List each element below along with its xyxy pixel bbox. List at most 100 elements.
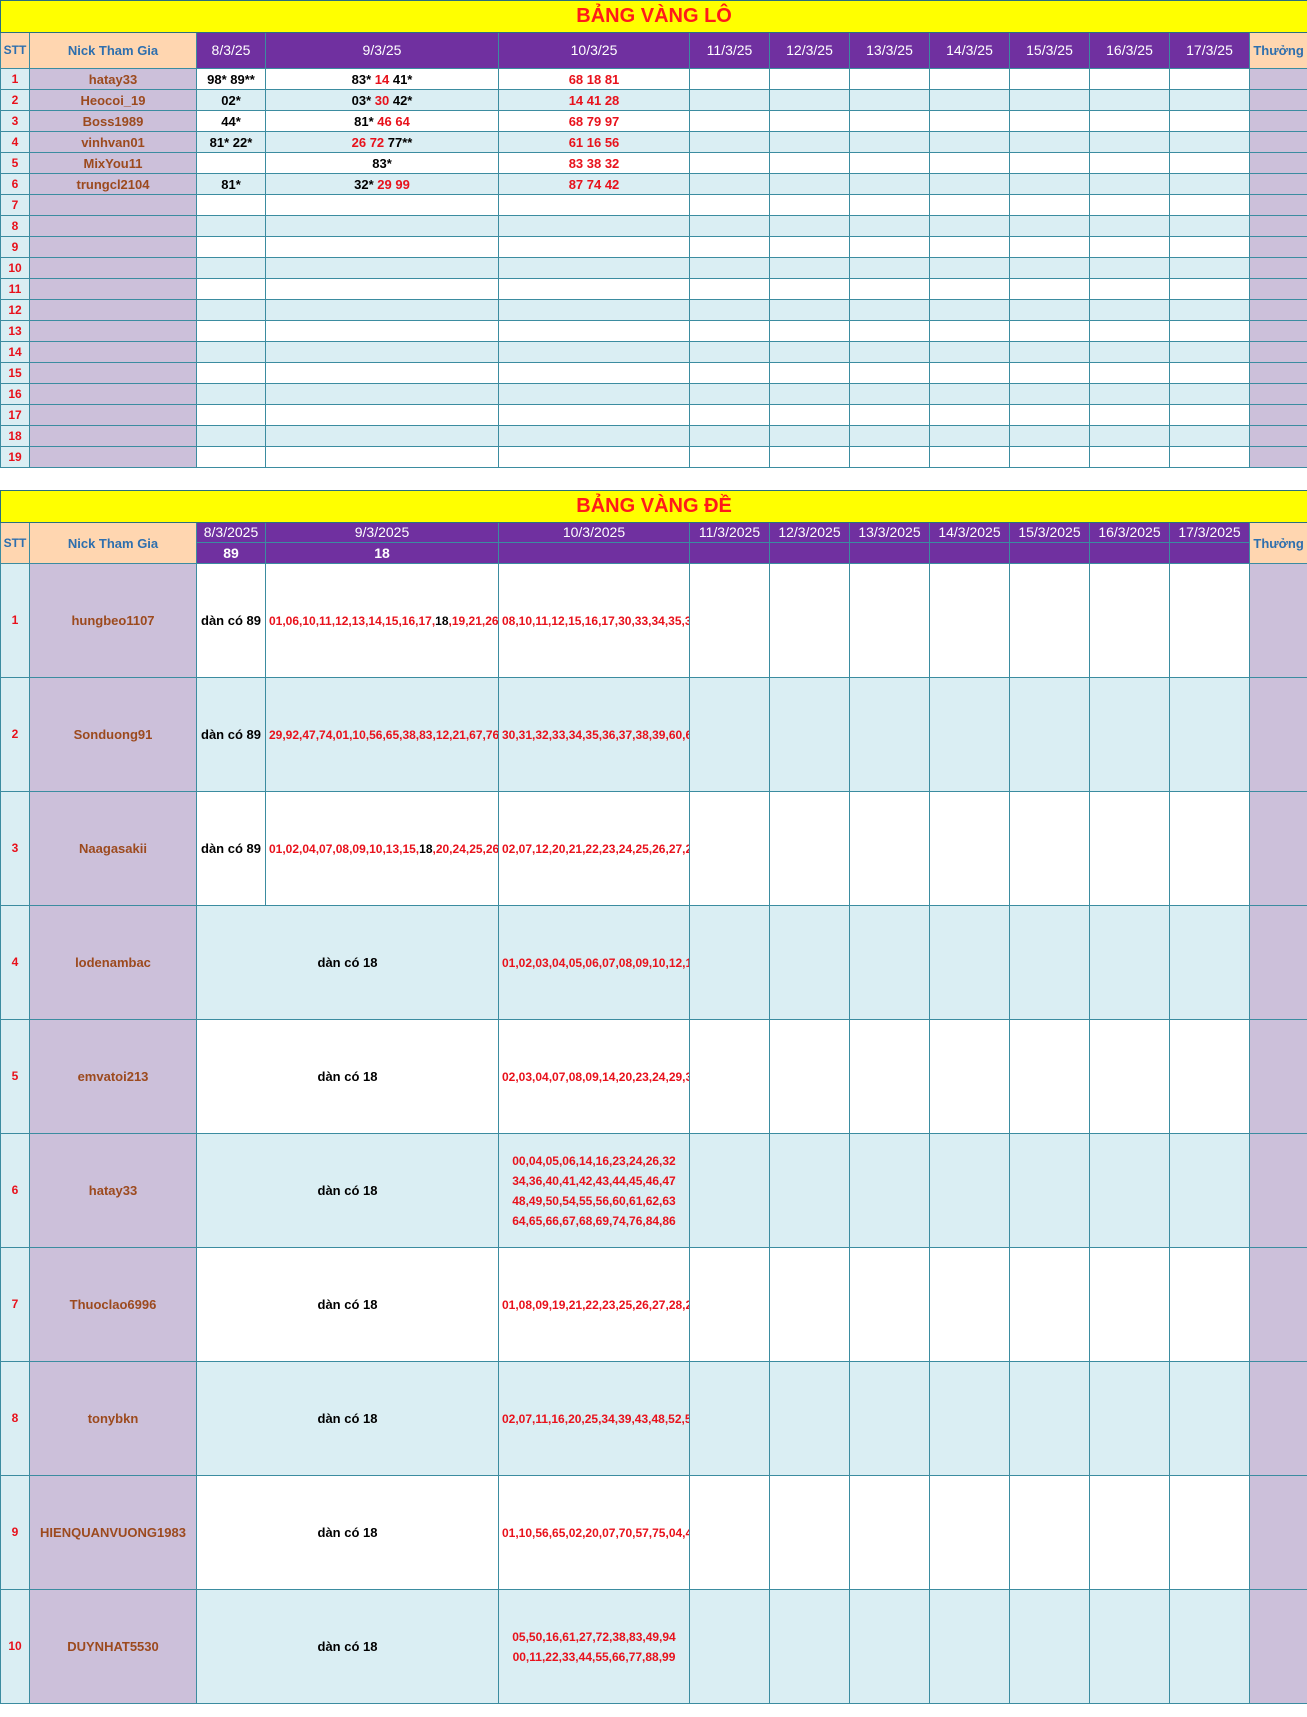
number-fragment: 42* bbox=[392, 92, 413, 108]
entry-cell bbox=[1089, 791, 1170, 906]
nick-cell: MixYou11 bbox=[29, 152, 197, 174]
result-cell bbox=[498, 542, 690, 564]
entry-cell bbox=[849, 563, 930, 678]
entry-cell bbox=[1089, 299, 1170, 321]
nick-cell bbox=[29, 215, 197, 237]
entry-cell bbox=[689, 1475, 770, 1590]
entry-cell bbox=[1169, 1247, 1250, 1362]
number-fragment: 41* bbox=[392, 71, 413, 87]
entry-cell bbox=[769, 152, 850, 174]
number-list-cell: 08,10,11,12,15,16,17,30,33,34,35,38,39,4… bbox=[498, 563, 690, 678]
nick-cell bbox=[29, 446, 197, 468]
entry-cell bbox=[1169, 173, 1250, 195]
entry-cell bbox=[1089, 1475, 1170, 1590]
entry-cell bbox=[196, 404, 266, 426]
entry-cell bbox=[929, 173, 1010, 195]
date-header: 11/3/25 bbox=[689, 32, 770, 69]
number-fragment: 77** bbox=[387, 134, 413, 150]
dan-note-cell: dàn có 89 bbox=[196, 791, 266, 906]
thuong-cell bbox=[1248, 1247, 1307, 1362]
entry-cell bbox=[929, 1247, 1010, 1362]
entry-cell bbox=[1009, 425, 1090, 447]
table-row: 19 bbox=[0, 446, 1307, 468]
table-row: 6 trungcl2104 81* 32* 29 99 87 74 42 bbox=[0, 173, 1307, 195]
entry-cell bbox=[689, 215, 770, 237]
nick-cell bbox=[29, 425, 197, 447]
thuong-cell bbox=[1248, 236, 1307, 258]
nick-header: Nick Tham Gia bbox=[29, 522, 197, 564]
bang-vang-de-table: BẢNG VÀNG ĐỀ STT Nick Tham Gia 8/3/2025 9/3/… bbox=[0, 490, 1307, 1704]
number-list-cell: 02,07,11,16,20,25,34,39,43,48,52,57,61,6… bbox=[498, 1361, 690, 1476]
stt-cell: 1 bbox=[0, 68, 30, 90]
entry-cell bbox=[265, 383, 499, 405]
entry-cell bbox=[929, 425, 1010, 447]
entry-cell bbox=[1089, 1019, 1170, 1134]
entry-cell bbox=[1169, 383, 1250, 405]
stt-cell: 10 bbox=[0, 257, 30, 279]
table-row: 2 Heocoi_19 02* 03* 30 42* 14 41 28 bbox=[0, 89, 1307, 111]
table-row: 16 bbox=[0, 383, 1307, 405]
number-fragment: 83 38 32 bbox=[568, 155, 620, 171]
dan-note-cell: dàn có 18 bbox=[196, 905, 499, 1020]
entry-cell bbox=[769, 341, 850, 363]
thuong-cell bbox=[1248, 905, 1307, 1020]
number-fragment: 01,06,10,11,12,13,14,15,16,17, bbox=[269, 613, 436, 628]
entry-cell bbox=[769, 194, 850, 216]
number-list-cell: 29,92,47,74,01,10,56,65,38,83,12,21,67,7… bbox=[265, 677, 499, 792]
entry-cell: 81* bbox=[196, 173, 266, 195]
nick-cell bbox=[29, 320, 197, 342]
entry-cell bbox=[849, 110, 930, 132]
nick-cell: DUYNHAT5530 bbox=[29, 1589, 197, 1704]
entry-cell bbox=[498, 278, 690, 300]
entry-cell bbox=[929, 1361, 1010, 1476]
entry-cell bbox=[929, 152, 1010, 174]
number-fragment: 26 72 bbox=[351, 134, 388, 150]
entry-cell bbox=[1009, 110, 1090, 132]
entry-cell bbox=[769, 1247, 850, 1362]
nick-cell: trungcl2104 bbox=[29, 173, 197, 195]
stt-cell: 4 bbox=[0, 131, 30, 153]
entry-cell bbox=[498, 446, 690, 468]
entry-cell bbox=[929, 905, 1010, 1020]
de-title: BẢNG VÀNG ĐỀ bbox=[0, 490, 1307, 523]
entry-cell bbox=[1169, 152, 1250, 174]
entry-cell bbox=[849, 791, 930, 906]
entry-cell bbox=[689, 425, 770, 447]
stt-cell: 18 bbox=[0, 425, 30, 447]
stt-cell: 14 bbox=[0, 341, 30, 363]
entry-cell bbox=[196, 362, 266, 384]
entry-cell bbox=[929, 383, 1010, 405]
entry-cell bbox=[1009, 677, 1090, 792]
entry-cell bbox=[265, 299, 499, 321]
entry-cell bbox=[689, 257, 770, 279]
entry-cell bbox=[849, 1361, 930, 1476]
entry-cell bbox=[196, 215, 266, 237]
entry-cell bbox=[1009, 257, 1090, 279]
thuong-cell bbox=[1248, 89, 1307, 111]
table-row: 8 tonybkn dàn có 18 02,07,11,16,20,25,34,39… bbox=[0, 1361, 1307, 1476]
table-row: 5 MixYou11 83* 83 38 32 bbox=[0, 152, 1307, 174]
table-row: 10 bbox=[0, 257, 1307, 279]
entry-cell bbox=[1169, 110, 1250, 132]
entry-cell bbox=[929, 215, 1010, 237]
entry-cell bbox=[1169, 89, 1250, 111]
date-header: 17/3/2025 bbox=[1169, 522, 1250, 543]
table-row: 5 emvatoi213 dàn có 18 02,03,04,07,08,09,14… bbox=[0, 1019, 1307, 1134]
number-fragment: ,20,24,25,26,31,35,38,40,42,45,47,51,52,… bbox=[432, 841, 498, 856]
date-header: 12/3/2025 bbox=[769, 522, 850, 543]
table-row: 17 bbox=[0, 404, 1307, 426]
entry-cell bbox=[929, 341, 1010, 363]
entry-cell bbox=[689, 677, 770, 792]
entry-cell: 83* bbox=[265, 152, 499, 174]
stt-cell: 5 bbox=[0, 152, 30, 174]
entry-cell bbox=[1089, 905, 1170, 1020]
entry-cell bbox=[265, 236, 499, 258]
entry-cell bbox=[689, 299, 770, 321]
stt-cell: 6 bbox=[0, 173, 30, 195]
nick-cell: Heocoi_19 bbox=[29, 89, 197, 111]
table-row: 6 hatay33 dàn có 18 00,04,05,06,14,16,23,24… bbox=[0, 1133, 1307, 1248]
entry-cell: 83 38 32 bbox=[498, 152, 690, 174]
number-fragment: 03* bbox=[351, 92, 375, 108]
entry-cell bbox=[265, 278, 499, 300]
entry-cell bbox=[849, 425, 930, 447]
